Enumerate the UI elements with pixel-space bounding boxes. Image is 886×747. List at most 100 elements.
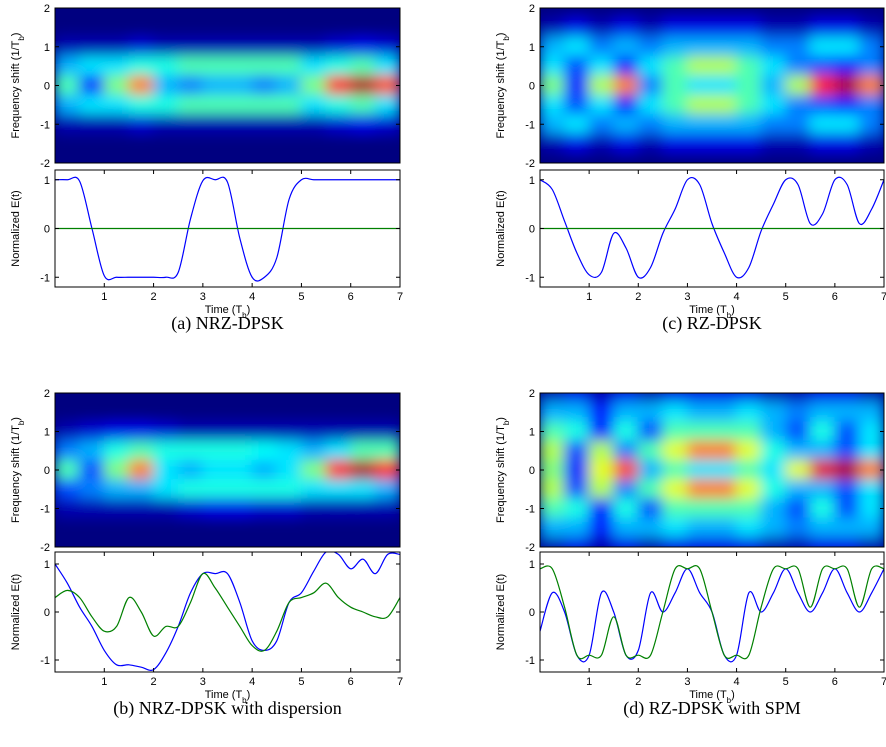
y-tick-label: 0 — [529, 81, 535, 93]
heatmap-cell — [760, 55, 787, 77]
label-run: ) — [10, 33, 22, 37]
heatmap-cell — [300, 114, 327, 135]
heatmap-cell — [834, 393, 860, 404]
heatmap-cell — [153, 55, 179, 77]
heatmap-cell — [711, 393, 738, 404]
heatmap-cell — [79, 94, 105, 116]
heatmap-cell — [564, 133, 590, 154]
heatmap-cell — [251, 75, 278, 96]
heatmap-cell — [128, 421, 155, 442]
heatmap-cell — [564, 17, 590, 38]
heatmap-cell — [540, 479, 566, 500]
heatmap-cell — [202, 133, 228, 154]
heatmap-cell — [227, 17, 253, 38]
heatmap-cell — [350, 17, 376, 38]
heatmap-cell — [540, 75, 566, 96]
heatmap-cell — [79, 133, 105, 154]
heatmap-cell — [662, 133, 688, 154]
heatmap-cell — [251, 133, 278, 154]
heatmap-cell — [177, 479, 204, 500]
heatmap-cell — [103, 36, 130, 57]
heatmap-cell — [711, 517, 738, 538]
heatmap-cell — [276, 55, 302, 77]
y-tick-label: 1 — [44, 427, 50, 439]
heatmap-cell — [564, 36, 590, 57]
heatmap-cell — [662, 152, 688, 163]
y-tick-label: 2 — [44, 3, 50, 15]
heatmap-cell — [300, 479, 327, 500]
x-tick-label: 4 — [249, 676, 255, 688]
heatmap-cell — [858, 440, 884, 461]
heatmap-cell — [613, 517, 639, 538]
heatmap-cell — [686, 75, 713, 96]
heatmap-cell — [858, 114, 884, 135]
heatmap-cell — [55, 8, 81, 19]
heatmap-cell — [588, 152, 615, 163]
heatmap-cell — [760, 402, 787, 423]
heatmap-cell — [637, 459, 664, 481]
heatmap-cell — [637, 133, 664, 154]
heatmap-cell — [79, 55, 105, 77]
y-tick-label: 2 — [44, 388, 50, 400]
x-tick-label: 2 — [635, 676, 641, 688]
heatmap-cell — [564, 94, 590, 116]
plot-area — [540, 565, 884, 663]
y-tick-label: -1 — [40, 504, 50, 516]
heatmap-cell — [686, 393, 713, 404]
heatmap-cell — [637, 402, 664, 423]
heatmap-cell — [760, 75, 787, 96]
heatmap-cell — [809, 94, 836, 116]
heatmap-cell — [227, 75, 253, 96]
y-tick-label: -1 — [525, 504, 535, 516]
heatmap-cell — [276, 114, 302, 135]
heatmap-cell — [736, 517, 762, 538]
heatmap-cell — [637, 479, 664, 500]
heatmap-cell — [55, 536, 81, 547]
heatmap-cell — [374, 36, 400, 57]
x-tick-label: 5 — [298, 676, 304, 688]
heatmap-cell — [350, 479, 376, 500]
heatmap-cell — [711, 114, 738, 135]
x-tick-label: 5 — [783, 676, 789, 688]
y-tick-label: -1 — [40, 119, 50, 131]
heatmap-cell — [374, 94, 400, 116]
plot-area — [55, 393, 400, 547]
heatmap-cell — [760, 536, 787, 547]
heatmap-cell — [300, 536, 327, 547]
heatmap-cell — [350, 393, 376, 404]
heatmap-cell — [251, 393, 278, 404]
heatmap-cell — [55, 55, 81, 77]
heatmap-cell — [103, 393, 130, 404]
y-tick-label: 1 — [529, 175, 535, 187]
heatmap-cell — [350, 75, 376, 96]
label-run: b — [727, 696, 732, 705]
heatmap-cell — [711, 402, 738, 423]
heatmap-cell — [662, 517, 688, 538]
heatmap-cell — [153, 459, 179, 481]
heatmap-cell — [55, 17, 81, 38]
heatmap-cell — [540, 402, 566, 423]
label-run: ) — [495, 417, 507, 421]
heatmap-cell — [760, 152, 787, 163]
heatmap-cell — [760, 421, 787, 442]
heatmap-cell — [325, 459, 352, 481]
heatmap-cell — [374, 459, 400, 481]
heatmap-cell — [55, 36, 81, 57]
heatmap-cell — [588, 393, 615, 404]
heatmap-cell — [662, 536, 688, 547]
heatmap-cell — [613, 459, 639, 481]
heatmap-cell — [662, 402, 688, 423]
heatmap-cell — [834, 8, 860, 19]
heatmap-cell — [227, 55, 253, 77]
heatmap-cell — [128, 536, 155, 547]
heatmap-cell — [227, 517, 253, 538]
heatmap-cell — [760, 114, 787, 135]
heatmap-cell — [177, 536, 204, 547]
heatmap-cell — [540, 536, 566, 547]
heatmap-cell — [55, 517, 81, 538]
heatmap-cell — [834, 440, 860, 461]
heatmap-cell — [686, 133, 713, 154]
heatmap-cell — [276, 8, 302, 19]
x-tick-label: 1 — [101, 291, 107, 303]
x-tick-label: 5 — [783, 291, 789, 303]
